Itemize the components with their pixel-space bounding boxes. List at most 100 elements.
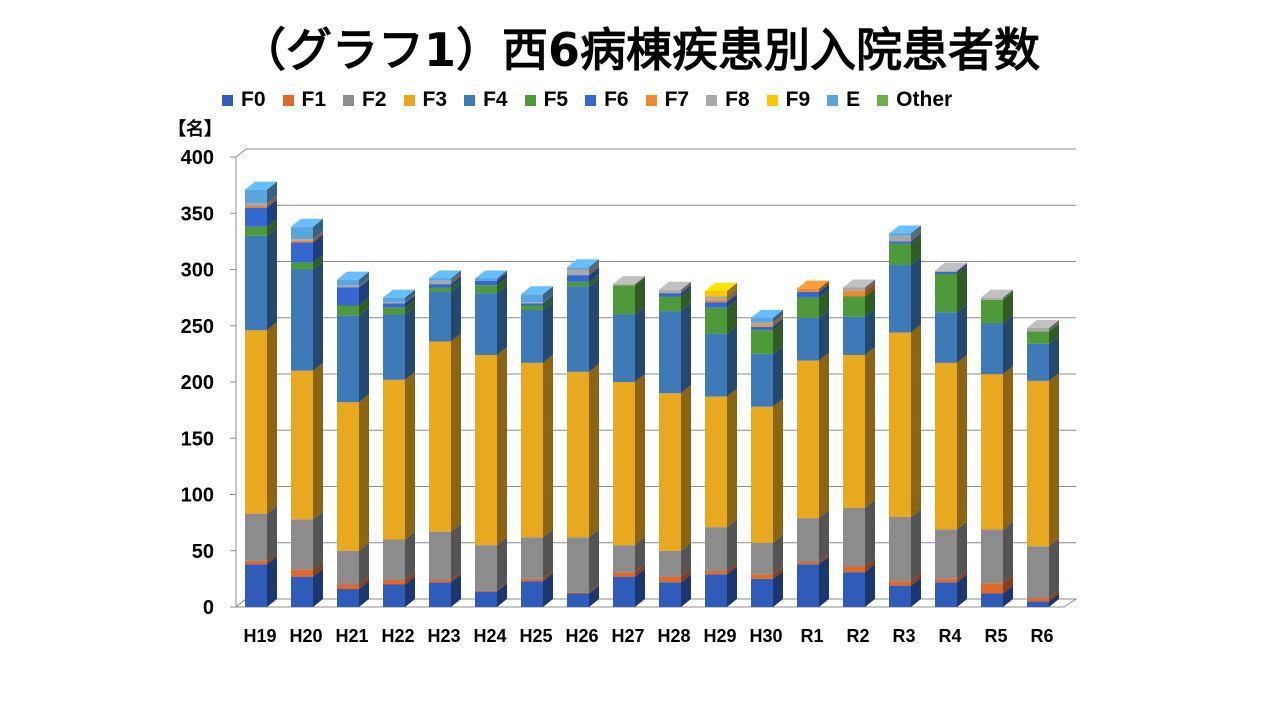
bar-segment-f1: [1027, 598, 1049, 602]
bar-segment-f1: [291, 569, 313, 577]
bar-segment-f4: [889, 265, 911, 333]
bar-segment-f2: [337, 550, 359, 585]
bar-segment-side: [681, 281, 691, 294]
legend-label: E: [846, 88, 861, 111]
legend-item-f7: F7: [645, 88, 690, 112]
bar-segment-f0: [521, 581, 543, 607]
x-tick-label: H23: [427, 626, 460, 646]
bar-segment-f5: [889, 243, 911, 265]
bar-segment-side: [543, 295, 553, 306]
bar-segment-side: [589, 267, 599, 282]
bar-segment-side: [589, 585, 599, 607]
bar-segment-f6: [797, 292, 819, 298]
bar-segment-f6: [245, 207, 267, 227]
bar-segment-f5: [751, 330, 773, 354]
bar-segment-side: [819, 556, 829, 607]
bar-segment-side: [267, 505, 277, 561]
bar-segment-side: [589, 261, 599, 276]
bar-segment-side: [451, 272, 461, 285]
bar-segment-f0: [245, 564, 267, 607]
bar-segment-side: [1003, 575, 1013, 594]
bar-segment-side: [497, 272, 507, 286]
x-tick-label: H21: [335, 626, 368, 646]
y-tick-label: 100: [181, 485, 214, 507]
bar-segment-f8: [705, 296, 727, 300]
bar-segment-e: [567, 267, 589, 270]
bar-segment-f2: [613, 545, 635, 573]
bar-segment-f4: [843, 316, 865, 355]
bar-segment-e: [475, 278, 497, 281]
legend-label: Other: [896, 88, 953, 111]
bar-segment-side: [405, 371, 415, 540]
legend-label: F2: [362, 88, 387, 111]
bar-segment-side: [543, 573, 553, 607]
bar-segment-f7: [751, 324, 773, 327]
bar-segment-f1: [429, 580, 451, 583]
bar-segment-side: [1003, 291, 1013, 324]
bar-segment-f6: [475, 280, 497, 286]
x-tick-label: H22: [381, 626, 414, 646]
bar-segment-f5: [521, 305, 543, 310]
bar-segment-f2: [843, 508, 865, 567]
bar-segment-side: [773, 566, 783, 579]
legend-label: F9: [785, 88, 811, 111]
bar-segment-e: [245, 189, 267, 204]
legend-item-f8: F8: [706, 88, 750, 112]
bar-segment-f2: [935, 529, 957, 579]
bar-segment-side: [957, 521, 967, 579]
legend-item-f6: F6: [585, 88, 629, 112]
bar-segment-side: [497, 347, 507, 546]
bar-segment-f2: [797, 518, 819, 562]
legend-label: F0: [241, 88, 266, 111]
bar-segment-side: [313, 218, 323, 240]
legend-label: F5: [543, 88, 569, 111]
legend-swatch: [766, 94, 778, 106]
legend-label: F7: [664, 88, 690, 111]
bar-segment-f3: [659, 393, 681, 551]
bar-segment-side: [773, 309, 783, 323]
legend-label: F1: [301, 88, 327, 111]
bar-segment-f4: [567, 286, 589, 372]
bar-segment-e: [889, 233, 911, 236]
bar-segment-f2: [383, 539, 405, 580]
x-tick-label: R6: [1030, 626, 1053, 646]
bar-segment-side: [681, 385, 691, 551]
bar-segment-f1: [245, 560, 267, 565]
bar-segment-f0: [659, 582, 681, 607]
bar-segment-f4: [337, 315, 359, 403]
bar-segment-side: [359, 297, 369, 316]
bar-segment-side: [865, 308, 875, 355]
legend-swatch: [222, 94, 233, 106]
bar-segment-f6: [383, 303, 405, 308]
bar-segment-side: [911, 233, 921, 244]
bar-segment-f7: [245, 205, 267, 208]
legend-item-f9: F9: [766, 88, 811, 112]
bar-segment-f4: [521, 310, 543, 363]
bar-segment-side: [359, 277, 369, 288]
bar-segment-f1: [659, 576, 681, 583]
bar-segment-side: [1003, 315, 1013, 375]
bar-segment-side: [543, 354, 553, 538]
bar-segment-f5: [935, 274, 957, 313]
bar-segment-f5: [383, 307, 405, 315]
bar-segment-side: [543, 570, 553, 582]
bar-segment-side: [635, 564, 645, 577]
bar-segment-f2: [475, 545, 497, 591]
bar-segment-f1: [337, 584, 359, 589]
bar-top-face: [567, 259, 599, 268]
bar-segment-side: [819, 510, 829, 562]
bar-segment-side: [819, 289, 829, 318]
bar-top-face: [613, 276, 645, 285]
bar-segment-side: [497, 582, 507, 592]
bar-segment-side: [727, 388, 737, 528]
bar-segment-side: [865, 282, 875, 297]
bar-segment-side: [911, 235, 921, 265]
bar-segment-side: [313, 254, 323, 270]
bar-segment-e: [337, 279, 359, 286]
bar-segment-side: [1049, 335, 1059, 381]
bar-top-face: [521, 286, 553, 295]
bar-segment-side: [313, 261, 323, 371]
bar-top-face: [1027, 320, 1059, 328]
bar-segment-f0: [567, 593, 589, 607]
bar-segment-f8: [429, 280, 451, 285]
